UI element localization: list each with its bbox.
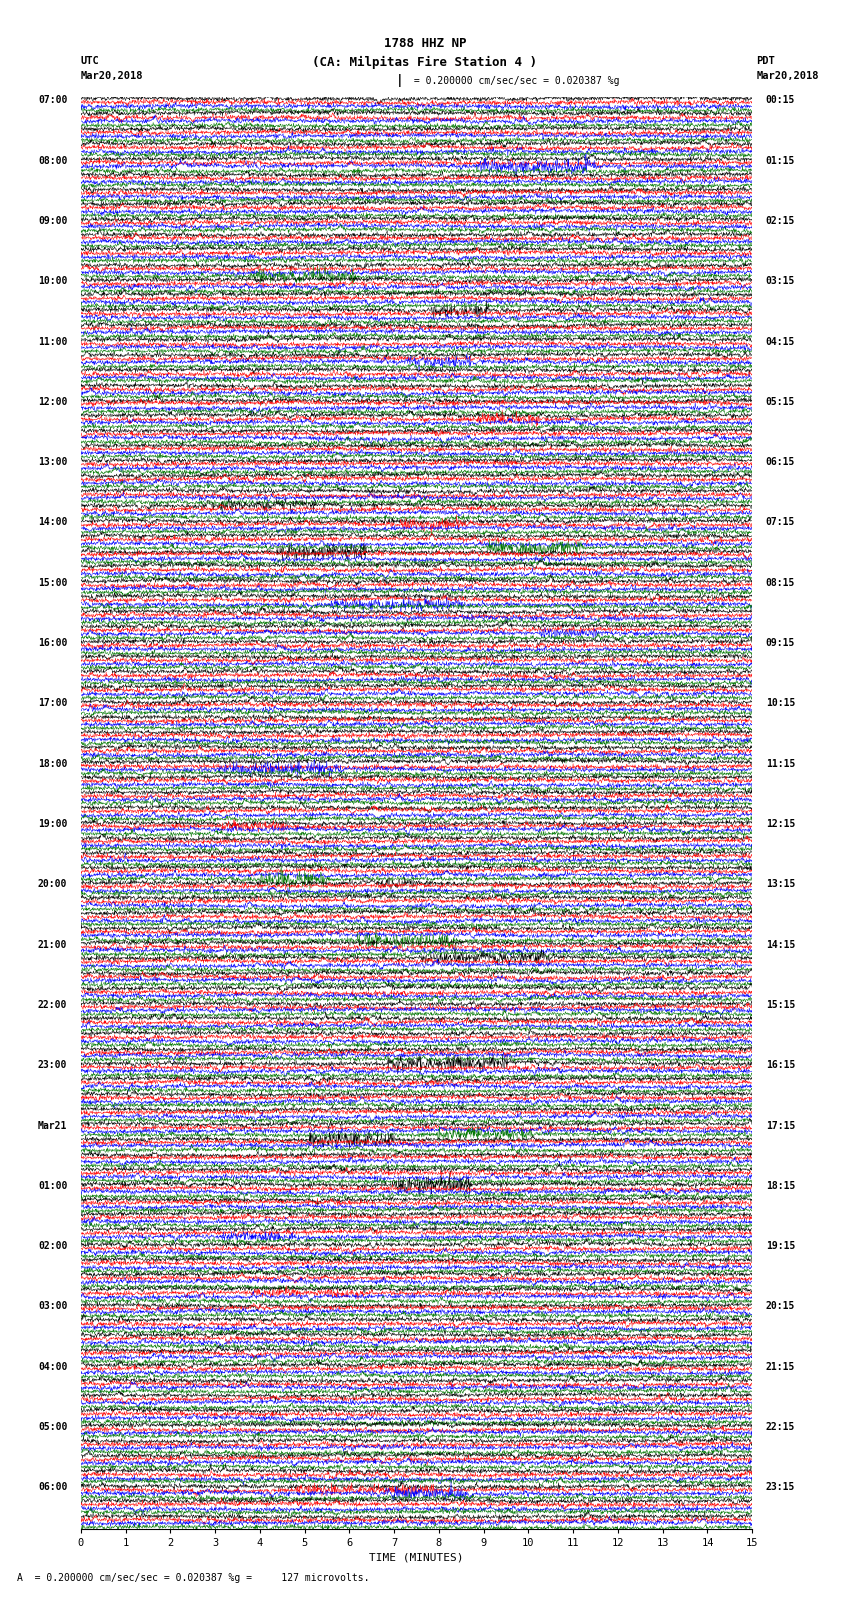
Text: 09:00: 09:00 (38, 216, 67, 226)
Text: 22:15: 22:15 (766, 1423, 795, 1432)
Text: = 0.200000 cm/sec/sec = 0.020387 %g: = 0.200000 cm/sec/sec = 0.020387 %g (408, 76, 620, 85)
Text: 13:00: 13:00 (38, 456, 67, 468)
Text: 19:15: 19:15 (766, 1240, 795, 1252)
Text: 03:15: 03:15 (766, 276, 795, 286)
Text: 03:00: 03:00 (38, 1302, 67, 1311)
Text: |: | (396, 74, 403, 87)
Text: 06:15: 06:15 (766, 456, 795, 468)
Text: 18:15: 18:15 (766, 1181, 795, 1190)
Text: 11:00: 11:00 (38, 337, 67, 347)
Text: 22:00: 22:00 (38, 1000, 67, 1010)
X-axis label: TIME (MINUTES): TIME (MINUTES) (369, 1552, 464, 1563)
Text: 11:15: 11:15 (766, 758, 795, 769)
Text: PDT: PDT (756, 56, 775, 66)
Text: 16:00: 16:00 (38, 639, 67, 648)
Text: 10:00: 10:00 (38, 276, 67, 286)
Text: 17:00: 17:00 (38, 698, 67, 708)
Text: 23:00: 23:00 (38, 1060, 67, 1069)
Text: 05:00: 05:00 (38, 1423, 67, 1432)
Text: A  = 0.200000 cm/sec/sec = 0.020387 %g =     127 microvolts.: A = 0.200000 cm/sec/sec = 0.020387 %g = … (17, 1573, 370, 1582)
Text: 14:00: 14:00 (38, 518, 67, 527)
Text: 13:15: 13:15 (766, 879, 795, 889)
Text: 07:15: 07:15 (766, 518, 795, 527)
Text: 04:15: 04:15 (766, 337, 795, 347)
Text: 02:00: 02:00 (38, 1240, 67, 1252)
Text: 12:00: 12:00 (38, 397, 67, 406)
Text: 06:00: 06:00 (38, 1482, 67, 1492)
Text: 20:15: 20:15 (766, 1302, 795, 1311)
Text: 16:15: 16:15 (766, 1060, 795, 1069)
Text: 05:15: 05:15 (766, 397, 795, 406)
Text: 15:15: 15:15 (766, 1000, 795, 1010)
Text: 15:00: 15:00 (38, 577, 67, 587)
Text: 04:00: 04:00 (38, 1361, 67, 1371)
Text: 23:15: 23:15 (766, 1482, 795, 1492)
Text: 21:15: 21:15 (766, 1361, 795, 1371)
Text: 10:15: 10:15 (766, 698, 795, 708)
Text: Mar20,2018: Mar20,2018 (81, 71, 144, 81)
Text: 1788 HHZ NP: 1788 HHZ NP (383, 37, 467, 50)
Text: 18:00: 18:00 (38, 758, 67, 769)
Text: 17:15: 17:15 (766, 1121, 795, 1131)
Text: Mar20,2018: Mar20,2018 (756, 71, 819, 81)
Text: 08:15: 08:15 (766, 577, 795, 587)
Text: (CA: Milpitas Fire Station 4 ): (CA: Milpitas Fire Station 4 ) (313, 56, 537, 69)
Text: 07:00: 07:00 (38, 95, 67, 105)
Text: 09:15: 09:15 (766, 639, 795, 648)
Text: 00:15: 00:15 (766, 95, 795, 105)
Text: 14:15: 14:15 (766, 940, 795, 950)
Text: 08:00: 08:00 (38, 155, 67, 166)
Text: 01:15: 01:15 (766, 155, 795, 166)
Text: Mar21: Mar21 (38, 1121, 67, 1131)
Text: 21:00: 21:00 (38, 940, 67, 950)
Text: 01:00: 01:00 (38, 1181, 67, 1190)
Text: 20:00: 20:00 (38, 879, 67, 889)
Text: 19:00: 19:00 (38, 819, 67, 829)
Text: UTC: UTC (81, 56, 99, 66)
Text: 12:15: 12:15 (766, 819, 795, 829)
Text: 02:15: 02:15 (766, 216, 795, 226)
